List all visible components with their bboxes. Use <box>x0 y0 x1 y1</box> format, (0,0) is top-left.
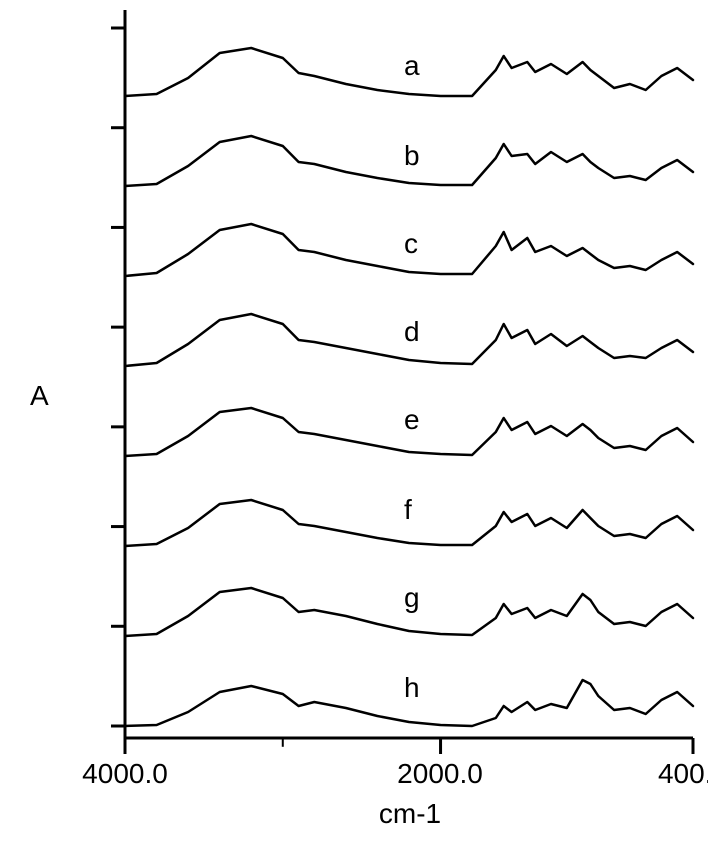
series-label-b: b <box>404 140 420 172</box>
series-label-g: g <box>404 582 420 614</box>
series-label-f: f <box>404 494 412 526</box>
series-label-e: e <box>404 404 420 436</box>
y-axis-label: A <box>30 380 49 412</box>
series-label-c: c <box>404 228 418 260</box>
x-tick-label-2: 400.0 <box>658 758 708 790</box>
x-tick-label-0: 4000.0 <box>82 758 168 790</box>
chart-svg <box>0 0 708 843</box>
ir-spectra-chart: A 4000.0 2000.0 400.0 cm-1 a b c d e f g… <box>0 0 708 843</box>
x-tick-label-1: 2000.0 <box>397 758 483 790</box>
series-label-a: a <box>404 50 420 82</box>
x-axis-label: cm-1 <box>379 798 441 830</box>
series-label-h: h <box>404 672 420 704</box>
series-label-d: d <box>404 316 420 348</box>
